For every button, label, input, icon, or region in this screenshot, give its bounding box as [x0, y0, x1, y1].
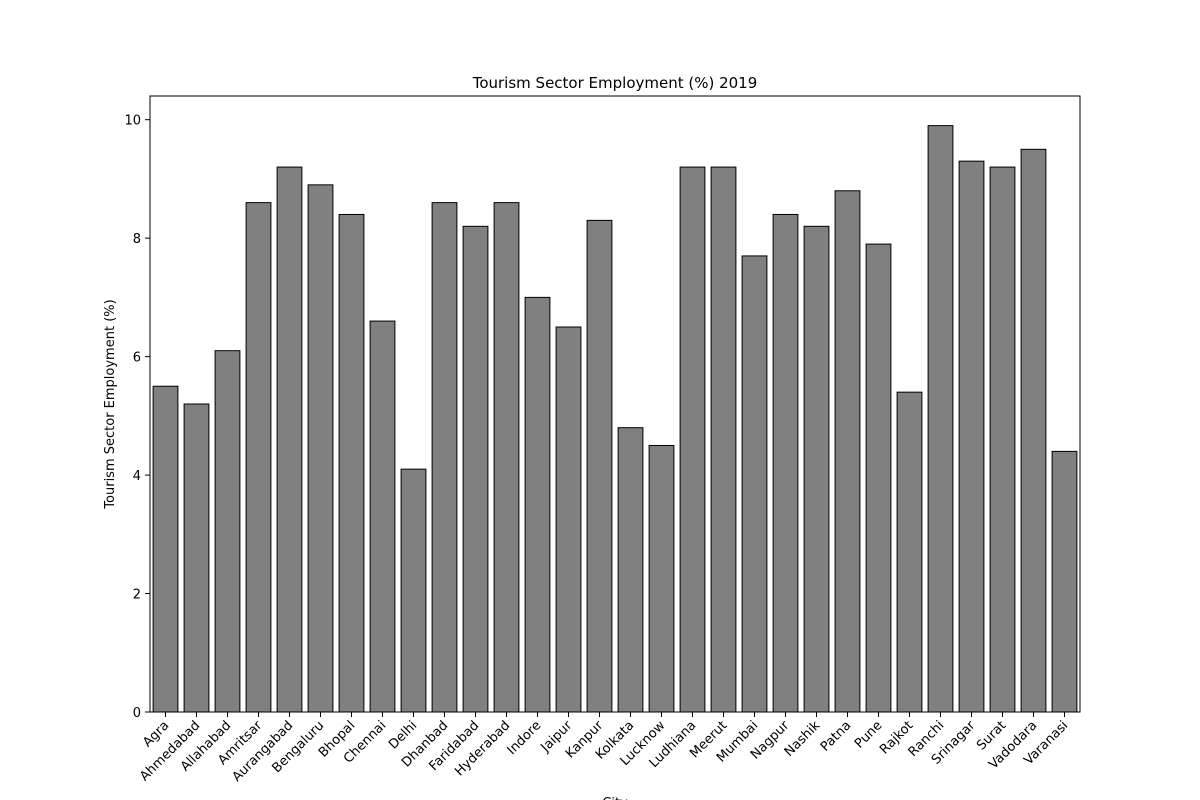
bar	[400, 468, 427, 713]
bar	[338, 213, 365, 713]
bar	[896, 391, 923, 713]
bar	[555, 326, 582, 713]
x-tick-label: Patna	[818, 718, 854, 754]
bar	[586, 219, 613, 713]
bar	[431, 202, 458, 713]
bar	[989, 166, 1016, 713]
bar	[307, 184, 334, 713]
bar	[245, 202, 272, 713]
bar	[1051, 450, 1078, 713]
bar	[927, 125, 954, 713]
bar	[772, 213, 799, 713]
bar	[493, 202, 520, 713]
y-tick-label: 2	[133, 588, 141, 603]
bar	[958, 160, 985, 713]
bar	[834, 190, 861, 713]
bar	[462, 225, 489, 713]
y-tick-label: 10	[124, 114, 141, 129]
bar	[183, 403, 210, 713]
chart-title: Tourism Sector Employment (%) 2019	[472, 74, 758, 92]
bar	[152, 385, 179, 713]
bar	[369, 320, 396, 713]
plot-frame	[149, 95, 1081, 713]
bar	[524, 296, 551, 713]
bar	[214, 350, 241, 713]
bar	[276, 166, 303, 713]
y-tick-label: 0	[133, 706, 141, 721]
bar	[865, 243, 892, 713]
x-tick-label: Nashik	[782, 718, 824, 760]
bar	[710, 166, 737, 713]
y-tick-label: 6	[133, 351, 141, 366]
x-tick-label: Indore	[504, 718, 544, 758]
y-tick-label: 4	[133, 469, 141, 484]
y-axis-label: Tourism Sector Employment (%)	[103, 299, 118, 509]
bar	[679, 166, 706, 713]
bar	[648, 444, 675, 713]
bar	[803, 225, 830, 713]
y-tick-label: 8	[133, 232, 141, 247]
bar	[617, 427, 644, 713]
bar	[1020, 148, 1047, 713]
x-axis-label: City	[602, 796, 628, 800]
bar	[741, 255, 768, 713]
